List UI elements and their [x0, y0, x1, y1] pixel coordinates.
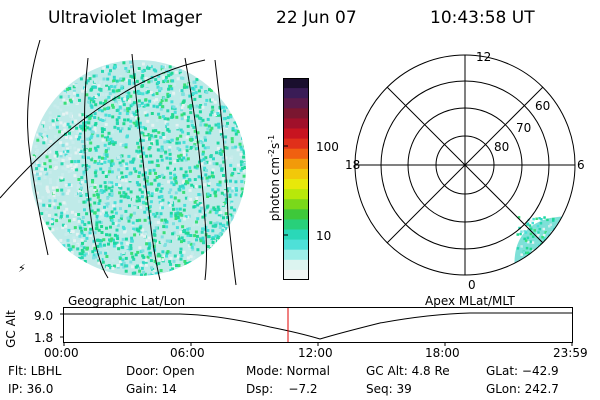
mlt-label-6: 6 — [577, 158, 585, 172]
instrument-title: Ultraviolet Imager — [48, 8, 202, 28]
time-tick-2359: 23:59 — [553, 346, 588, 360]
colorbar-band — [283, 108, 309, 119]
ip-info: IP: 36.0 — [8, 382, 54, 396]
altitude-tick-1-8: 1.8 — [34, 331, 54, 345]
time-tick-0000: 00:00 — [44, 346, 79, 360]
geographic-grid — [0, 40, 237, 286]
date-label: 22 Jun 07 — [276, 8, 357, 28]
colorbar-band — [283, 249, 309, 261]
colorbar-tick-10: 10 — [316, 229, 332, 243]
gain-info: Gain: 14 — [126, 382, 177, 396]
apex-panel-label: Apex MLat/MLT — [425, 294, 515, 308]
colorbar-unit-label: photon cm-2s-1 — [267, 134, 282, 222]
colorbar-band — [283, 189, 309, 200]
colorbar-border — [283, 78, 309, 280]
colorbar-band — [283, 78, 309, 89]
polar-plot: 12 18 6 0 60 70 80 — [345, 50, 585, 292]
glat-info: GLat: −42.9 — [486, 364, 559, 378]
mlt-label-18: 18 — [345, 158, 360, 172]
colorbar-band — [283, 269, 309, 280]
colorbar-band — [283, 229, 309, 241]
colorbar-band — [283, 199, 309, 210]
altitude-axis-label: GC Alt — [4, 310, 18, 348]
lat-label-70: 70 — [516, 121, 531, 135]
colorbar-band — [283, 118, 309, 129]
colorbar-band — [283, 88, 309, 99]
colorbar-band — [283, 98, 309, 109]
colorbar-band — [283, 209, 309, 220]
altitude-tick-9: 9.0 — [34, 309, 54, 323]
door-info: Door: Open — [126, 364, 195, 378]
gc-alt-info: GC Alt: 4.8 Re — [366, 364, 450, 378]
colorbar-band — [283, 239, 309, 251]
colorbar-band — [283, 259, 309, 271]
mlt-label-12: 12 — [476, 50, 491, 64]
altitude-curve — [64, 312, 572, 340]
filter-info: Flt: LBHL — [8, 364, 62, 378]
time-tick-0600: 06:00 — [170, 346, 205, 360]
lat-label-80: 80 — [494, 140, 509, 154]
dsp-info: Dsp: −7.2 — [246, 382, 318, 396]
colorbar-band — [283, 179, 309, 190]
mlt-label-0: 0 — [468, 278, 476, 292]
colorbar-band — [283, 128, 309, 140]
auroral-patch — [514, 216, 575, 275]
time-label: 10:43:58 UT — [430, 8, 535, 28]
colorbar-gradient — [283, 78, 309, 280]
emission-pixels — [30, 60, 246, 276]
colorbar-band — [283, 148, 309, 160]
colorbar-band — [283, 158, 309, 170]
time-tick-1200: 12:00 — [298, 346, 333, 360]
colorbar-band — [283, 138, 309, 150]
glon-info: GLon: 242.7 — [486, 382, 559, 396]
colorbar-band — [283, 219, 309, 230]
time-tick-1800: 18:00 — [425, 346, 460, 360]
seq-info: Seq: 39 — [366, 382, 412, 396]
colorbar — [283, 78, 309, 280]
lat-label-60: 60 — [535, 99, 550, 113]
geographic-image: ⚡ — [0, 40, 246, 286]
polar-grid — [354, 54, 576, 276]
altitude-plot — [60, 307, 573, 346]
geographic-panel-label: Geographic Lat/Lon — [68, 294, 186, 308]
mode-info: Mode: Normal — [246, 364, 330, 378]
colorbar-band — [283, 168, 309, 180]
colorbar-tick-100: 100 — [316, 140, 339, 154]
north-pole-marker-icon: ⚡ — [18, 262, 26, 275]
